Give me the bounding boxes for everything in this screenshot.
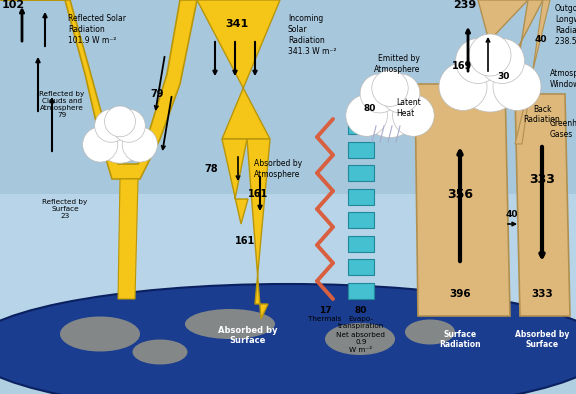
Polygon shape — [500, 0, 543, 82]
Circle shape — [122, 127, 157, 162]
Bar — [348, 283, 374, 299]
Bar — [348, 212, 374, 228]
Text: Back
Radiation: Back Radiation — [524, 104, 560, 124]
Bar — [348, 189, 374, 205]
Circle shape — [479, 39, 525, 84]
Text: Absorbed by
Atmosphere: Absorbed by Atmosphere — [254, 159, 302, 179]
Polygon shape — [515, 0, 550, 144]
Polygon shape — [415, 84, 510, 316]
Circle shape — [381, 74, 420, 113]
Bar — [348, 236, 374, 252]
Text: 40: 40 — [535, 35, 548, 43]
Circle shape — [96, 115, 144, 163]
Circle shape — [457, 46, 523, 112]
Bar — [0, 0, 576, 329]
Text: Net absorbed
0.9
W m⁻²: Net absorbed 0.9 W m⁻² — [336, 332, 385, 353]
Circle shape — [112, 109, 145, 142]
Text: Reflected Solar
Radiation
101.9 W m⁻²: Reflected Solar Radiation 101.9 W m⁻² — [68, 14, 126, 45]
Text: 239: 239 — [453, 0, 476, 10]
Circle shape — [105, 106, 135, 137]
Text: 79: 79 — [150, 89, 164, 99]
Polygon shape — [348, 106, 374, 122]
Text: 396: 396 — [449, 289, 471, 299]
Polygon shape — [450, 0, 528, 82]
Text: 80: 80 — [355, 306, 367, 315]
Bar — [0, 0, 576, 194]
Polygon shape — [515, 94, 570, 316]
Polygon shape — [222, 139, 248, 224]
Text: 161: 161 — [235, 236, 255, 246]
Text: Thermals: Thermals — [308, 316, 342, 322]
Text: 40: 40 — [506, 210, 518, 219]
Polygon shape — [197, 0, 280, 139]
Text: Reflected by
Clouds and
Atmosphere
79: Reflected by Clouds and Atmosphere 79 — [39, 91, 85, 117]
Text: Absorbed by
Surface: Absorbed by Surface — [218, 326, 278, 346]
Ellipse shape — [132, 340, 188, 364]
Polygon shape — [0, 0, 197, 179]
Text: 341: 341 — [225, 19, 249, 29]
Circle shape — [361, 80, 419, 138]
Text: Latent
Heat: Latent Heat — [396, 98, 420, 118]
Text: Surface
Radiation: Surface Radiation — [439, 330, 481, 349]
Ellipse shape — [0, 284, 576, 394]
Circle shape — [393, 95, 434, 136]
Text: Greenhouse
Gases: Greenhouse Gases — [550, 119, 576, 139]
Circle shape — [456, 39, 501, 84]
Bar — [348, 259, 374, 275]
Text: Evapo-
transpiration: Evapo- transpiration — [338, 316, 384, 329]
Circle shape — [439, 63, 487, 110]
Text: 333: 333 — [531, 289, 553, 299]
Circle shape — [94, 109, 128, 142]
Text: Reflected by
Surface
23: Reflected by Surface 23 — [43, 199, 88, 219]
Bar — [348, 141, 374, 158]
Text: Emitted by
Atmosphere: Emitted by Atmosphere — [374, 54, 420, 74]
Circle shape — [372, 70, 408, 106]
Polygon shape — [247, 139, 270, 319]
Circle shape — [493, 63, 541, 110]
Ellipse shape — [405, 320, 455, 344]
Text: 333: 333 — [529, 173, 555, 186]
Circle shape — [360, 74, 399, 113]
Text: 161: 161 — [248, 189, 268, 199]
Circle shape — [469, 34, 511, 76]
Text: Outgoing
Longwave
Radiation
238.5 W m⁻²: Outgoing Longwave Radiation 238.5 W m⁻² — [555, 4, 576, 46]
Bar — [348, 165, 374, 181]
Text: 356: 356 — [447, 188, 473, 201]
Text: 17: 17 — [319, 306, 331, 315]
Text: 78: 78 — [204, 164, 218, 174]
Circle shape — [346, 95, 388, 136]
Ellipse shape — [60, 316, 140, 351]
Text: Incoming
Solar
Radiation
341.3 W m⁻²: Incoming Solar Radiation 341.3 W m⁻² — [288, 14, 336, 56]
Text: 80: 80 — [363, 104, 376, 113]
Bar — [348, 118, 374, 134]
Text: Atmospheric
Window: Atmospheric Window — [550, 69, 576, 89]
Ellipse shape — [325, 323, 395, 355]
Polygon shape — [118, 179, 138, 299]
Text: 102: 102 — [2, 0, 25, 10]
Text: 169: 169 — [452, 61, 472, 71]
Ellipse shape — [185, 309, 275, 339]
Text: 30: 30 — [497, 71, 509, 80]
Circle shape — [82, 127, 118, 162]
Text: Absorbed by
Surface: Absorbed by Surface — [515, 330, 569, 349]
